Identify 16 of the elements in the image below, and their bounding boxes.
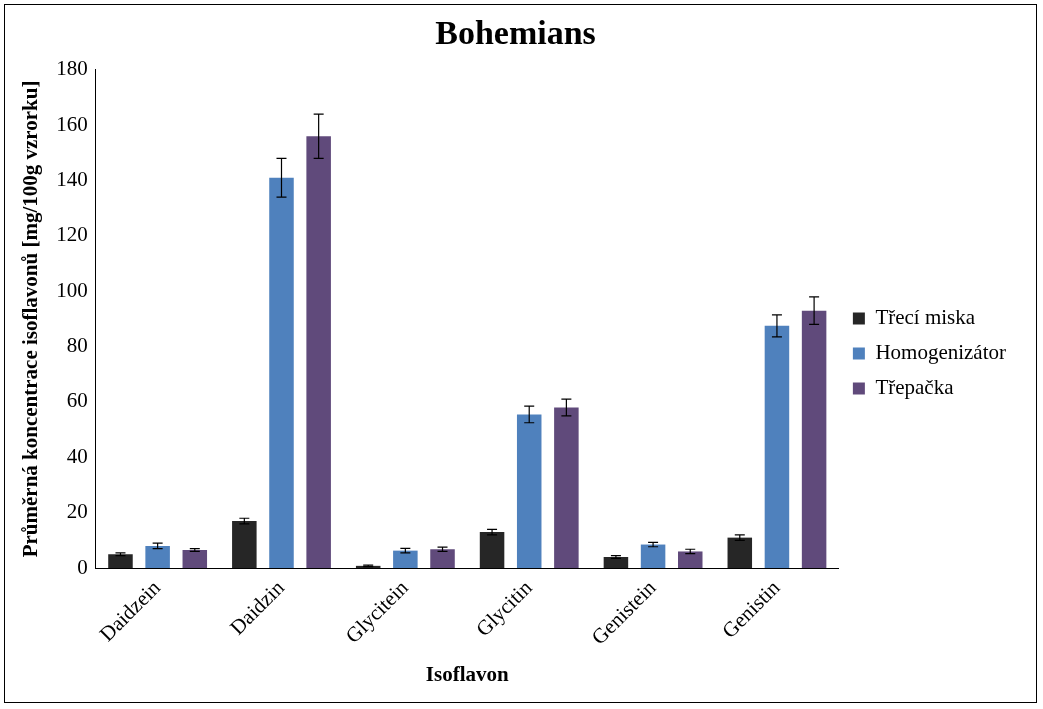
y-tick-label: 180 [56,56,88,81]
legend-label: Třecí miska [875,305,976,330]
y-tick-label: 20 [66,499,88,524]
y-tick-label: 100 [56,277,88,302]
y-tick-label: 40 [66,443,88,468]
x-axis-title: Isoflavon [425,661,510,686]
y-tick-label: 60 [66,388,88,413]
legend-label: Homogenizátor [875,340,1007,365]
y-tick-label: 120 [56,222,88,247]
y-tick-label: 0 [77,554,88,579]
legend-label: Třepačka [875,375,955,400]
y-tick-label: 140 [56,167,88,192]
y-axis-title: Průměrná koncentrace isoflavonů [mg/100g vzrorku] [18,80,43,558]
chart-title: Bohemians [435,14,596,52]
y-tick-label: 160 [56,111,88,136]
y-tick-label: 80 [66,333,88,358]
